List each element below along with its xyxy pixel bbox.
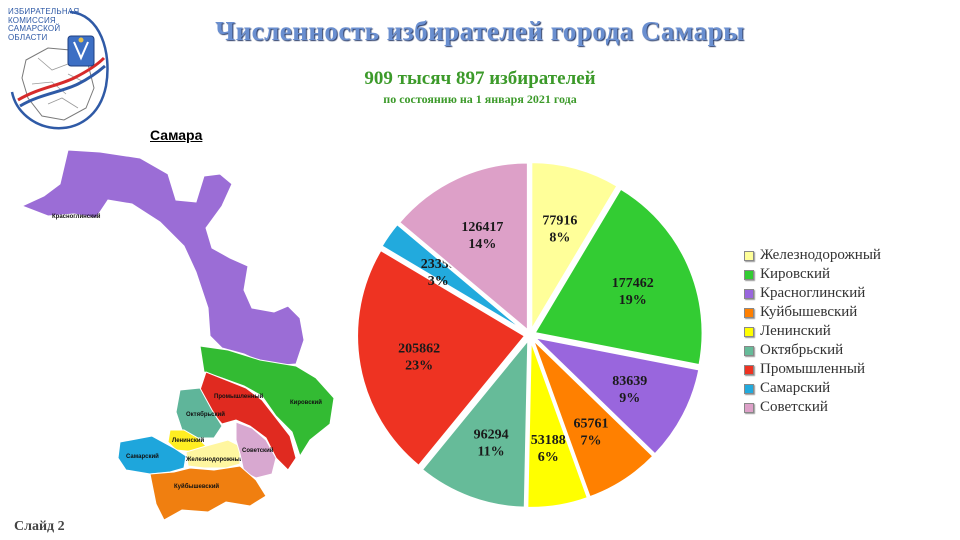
label-leninsky: Ленинский bbox=[172, 437, 205, 444]
chart-legend: Железнодорожный Кировский Красноглинский Ку… bbox=[744, 246, 881, 417]
district-samarsky bbox=[117, 435, 187, 475]
legend-swatch bbox=[744, 288, 754, 299]
legend-swatch bbox=[744, 364, 754, 375]
label-krasnoglinsky: Красноглинский bbox=[52, 213, 101, 220]
pie-percent-label: 7% bbox=[581, 434, 602, 449]
legend-item: Кировский bbox=[744, 265, 881, 284]
logo-text: ИЗБИРАТЕЛЬНАЯ КОМИССИЯ САМАРСКОЙ ОБЛАСТИ bbox=[8, 7, 80, 42]
logo-line: САМАРСКОЙ bbox=[8, 24, 61, 33]
pie-slice bbox=[420, 336, 530, 509]
logo-line: ИЗБИРАТЕЛЬНАЯ bbox=[8, 7, 80, 16]
legend-item: Железнодорожный bbox=[744, 246, 881, 265]
legend-swatch bbox=[744, 383, 754, 394]
pie-slice bbox=[380, 222, 527, 333]
slide-number: Слайд 2 bbox=[14, 519, 65, 534]
pie-slice bbox=[531, 335, 701, 456]
pie-slice bbox=[397, 161, 529, 333]
legend-label: Ленинский bbox=[760, 323, 831, 339]
label-promyshlenny: Промышленный bbox=[214, 393, 264, 400]
legend-swatch bbox=[744, 345, 754, 356]
logo-emblem-icon bbox=[10, 10, 109, 130]
logo-line: ОБЛАСТИ bbox=[8, 32, 48, 42]
legend-label: Железнодорожный bbox=[760, 247, 881, 263]
pie-value-label: 205862 bbox=[398, 342, 440, 357]
date-note: по состоянию на 1 января 2021 года bbox=[383, 92, 577, 106]
pie-value-label: 77916 bbox=[542, 214, 577, 229]
legend-item: Красноглинский bbox=[744, 284, 881, 303]
pie-value-label: 96294 bbox=[474, 428, 509, 443]
pie-percent-label: 9% bbox=[619, 391, 640, 406]
pie-value-label: 177462 bbox=[612, 276, 654, 291]
legend-label: Самарский bbox=[760, 380, 831, 396]
logo-line: КОМИССИЯ bbox=[8, 15, 56, 25]
label-sovetsky: Советский bbox=[242, 447, 274, 454]
pie-slice bbox=[532, 187, 704, 367]
pie-value-label: 65761 bbox=[574, 417, 609, 432]
district-oktyabrsky bbox=[175, 387, 223, 439]
legend-label: Красноглинский bbox=[760, 285, 866, 301]
commission-logo: ИЗБИРАТЕЛЬНАЯ КОМИССИЯ САМАРСКОЙ ОБЛАСТИ bbox=[8, 7, 110, 132]
legend-item: Промышленный bbox=[744, 360, 881, 379]
label-oktyabrsky: Октябрьский bbox=[186, 411, 225, 418]
map-title: Самара bbox=[150, 127, 203, 143]
legend-item: Куйбышевский bbox=[744, 303, 881, 322]
legend-label: Промышленный bbox=[760, 361, 865, 377]
district-sovetsky bbox=[235, 421, 277, 479]
label-samarsky: Самарский bbox=[126, 453, 159, 460]
pie-slice bbox=[531, 338, 655, 499]
legend-item: Октябрьский bbox=[744, 341, 881, 360]
pie-slice bbox=[530, 161, 619, 334]
pie-percent-label: 23% bbox=[405, 359, 433, 374]
label-kuibyshevsky: Куйбышевский bbox=[174, 483, 219, 490]
pie-percent-label: 11% bbox=[477, 445, 504, 460]
pie-value-label: 53188 bbox=[531, 433, 566, 448]
legend-label: Октябрьский bbox=[760, 342, 844, 358]
legend-swatch bbox=[744, 402, 754, 413]
district-kirovsky bbox=[199, 345, 335, 458]
pie-slice bbox=[526, 339, 590, 509]
legend-item: Самарский bbox=[744, 379, 881, 398]
legend-label: Кировский bbox=[760, 266, 831, 282]
district-zheleznodorozhny bbox=[185, 439, 241, 469]
legend-item: Советский bbox=[744, 398, 881, 417]
district-kuibyshevsky bbox=[149, 465, 267, 521]
legend-swatch bbox=[744, 269, 754, 280]
pie-value-label: 83639 bbox=[612, 374, 647, 389]
pie-percent-label: 14% bbox=[468, 237, 496, 252]
pie-percent-label: 8% bbox=[549, 231, 570, 246]
district-krasnoglinsky bbox=[20, 149, 305, 367]
legend-swatch bbox=[744, 250, 754, 261]
pie-percent-label: 3% bbox=[428, 274, 449, 289]
label-kirovsky: Кировский bbox=[290, 399, 322, 406]
samara-district-map: Красноглинский Кировский Промышленный Ок… bbox=[20, 149, 335, 521]
pie-slice bbox=[356, 248, 527, 468]
pie-percent-label: 19% bbox=[619, 293, 647, 308]
voters-pie-chart: 77916 8% 177462 19% 83639 9% 65761 7% 53188 6% 962… bbox=[356, 161, 704, 509]
pie-value-label: 126417 bbox=[461, 220, 503, 235]
total-voters: 909 тысяч 897 избирателей bbox=[364, 68, 596, 89]
legend-label: Советский bbox=[760, 399, 828, 415]
legend-swatch bbox=[744, 326, 754, 337]
label-zheleznodorozhny: Железнодорожный bbox=[185, 456, 244, 463]
legend-item: Ленинский bbox=[744, 322, 881, 341]
slide-title: Численность избирателей города Самары bbox=[215, 16, 745, 46]
legend-label: Куйбышевский bbox=[760, 304, 858, 320]
pie-percent-label: 6% bbox=[538, 450, 559, 465]
legend-swatch bbox=[744, 307, 754, 318]
